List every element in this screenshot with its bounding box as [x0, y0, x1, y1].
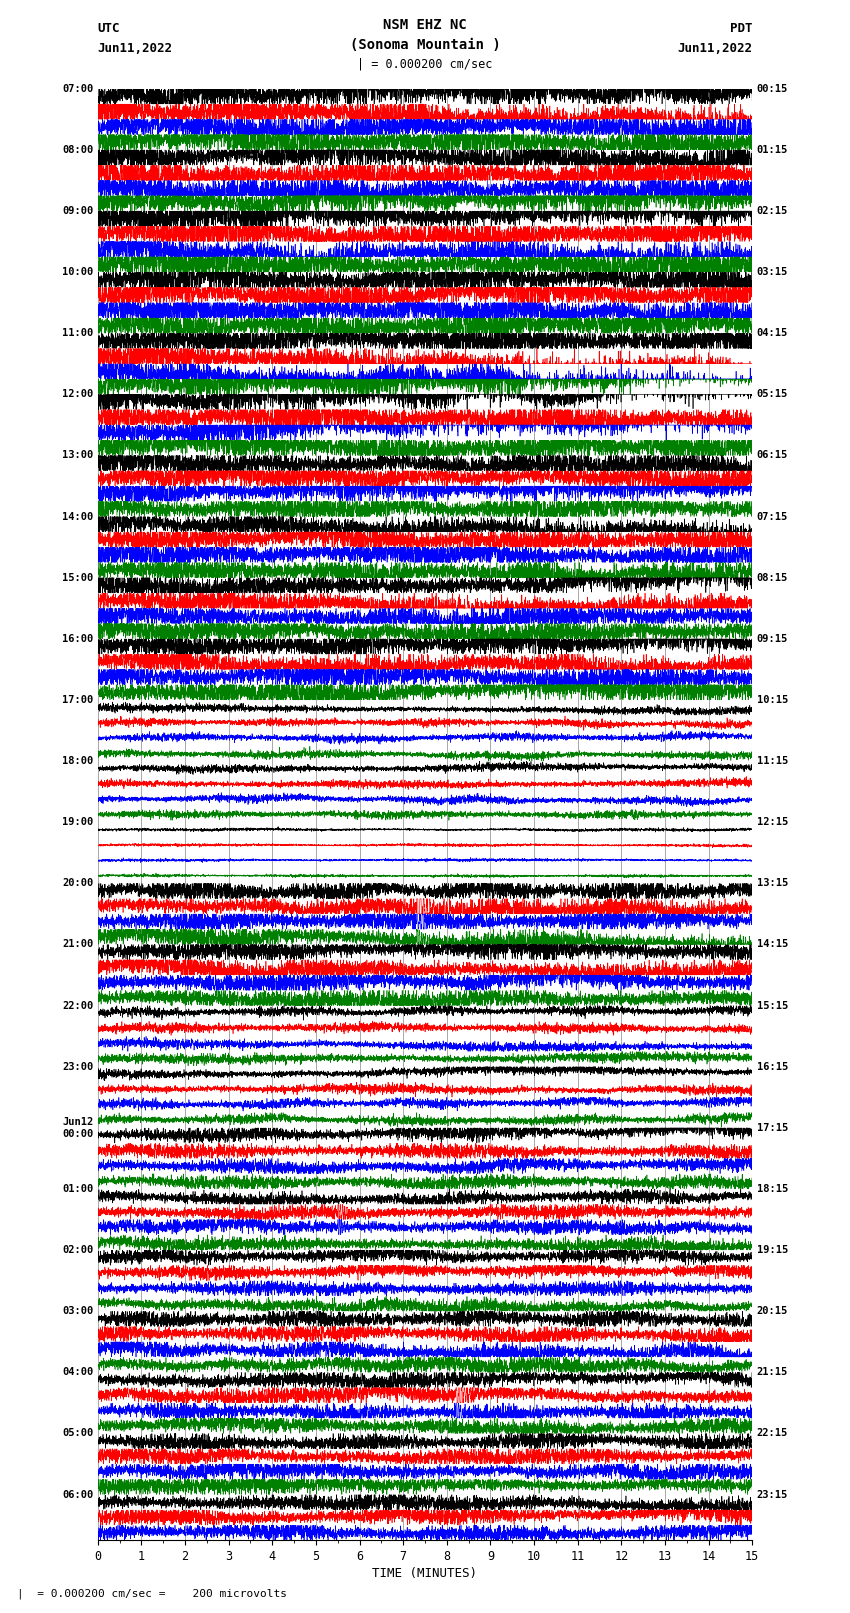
Text: 21:00: 21:00: [62, 939, 94, 950]
Text: NSM EHZ NC: NSM EHZ NC: [383, 18, 467, 32]
Text: 15:15: 15:15: [756, 1000, 788, 1011]
Text: PDT: PDT: [730, 23, 752, 35]
Text: 09:15: 09:15: [756, 634, 788, 644]
Text: | = 0.000200 cm/sec: | = 0.000200 cm/sec: [357, 58, 493, 71]
Text: 23:15: 23:15: [756, 1489, 788, 1500]
Text: 04:15: 04:15: [756, 327, 788, 339]
Text: 03:00: 03:00: [62, 1307, 94, 1316]
Text: 03:15: 03:15: [756, 268, 788, 277]
Text: 08:00: 08:00: [62, 145, 94, 155]
Text: 23:00: 23:00: [62, 1061, 94, 1071]
Text: (Sonoma Mountain ): (Sonoma Mountain ): [349, 37, 501, 52]
Text: 02:15: 02:15: [756, 206, 788, 216]
Text: 01:15: 01:15: [756, 145, 788, 155]
Text: 07:15: 07:15: [756, 511, 788, 521]
Text: 12:00: 12:00: [62, 389, 94, 400]
Text: 14:00: 14:00: [62, 511, 94, 521]
Text: 10:00: 10:00: [62, 268, 94, 277]
Text: 19:00: 19:00: [62, 818, 94, 827]
Text: 16:00: 16:00: [62, 634, 94, 644]
Text: 21:15: 21:15: [756, 1368, 788, 1378]
Text: Jun12
00:00: Jun12 00:00: [62, 1118, 94, 1139]
Text: 08:15: 08:15: [756, 573, 788, 582]
Text: 00:15: 00:15: [756, 84, 788, 94]
Text: 01:00: 01:00: [62, 1184, 94, 1194]
Text: 20:15: 20:15: [756, 1307, 788, 1316]
Text: 06:00: 06:00: [62, 1489, 94, 1500]
Text: 07:00: 07:00: [62, 84, 94, 94]
Text: |  = 0.000200 cm/sec =    200 microvolts: | = 0.000200 cm/sec = 200 microvolts: [17, 1589, 287, 1598]
Text: 09:00: 09:00: [62, 206, 94, 216]
Text: 22:00: 22:00: [62, 1000, 94, 1011]
X-axis label: TIME (MINUTES): TIME (MINUTES): [372, 1568, 478, 1581]
Text: 11:15: 11:15: [756, 756, 788, 766]
Text: 04:00: 04:00: [62, 1368, 94, 1378]
Text: UTC: UTC: [98, 23, 120, 35]
Text: 13:00: 13:00: [62, 450, 94, 460]
Text: Jun11,2022: Jun11,2022: [677, 42, 752, 55]
Text: 11:00: 11:00: [62, 327, 94, 339]
Text: 20:00: 20:00: [62, 879, 94, 889]
Text: 16:15: 16:15: [756, 1061, 788, 1071]
Text: 19:15: 19:15: [756, 1245, 788, 1255]
Text: 14:15: 14:15: [756, 939, 788, 950]
Text: 06:15: 06:15: [756, 450, 788, 460]
Text: 17:15: 17:15: [756, 1123, 788, 1132]
Text: 17:00: 17:00: [62, 695, 94, 705]
Text: 18:15: 18:15: [756, 1184, 788, 1194]
Text: 13:15: 13:15: [756, 879, 788, 889]
Text: 02:00: 02:00: [62, 1245, 94, 1255]
Text: 10:15: 10:15: [756, 695, 788, 705]
Text: 22:15: 22:15: [756, 1429, 788, 1439]
Text: 05:00: 05:00: [62, 1429, 94, 1439]
Text: Jun11,2022: Jun11,2022: [98, 42, 173, 55]
Text: 15:00: 15:00: [62, 573, 94, 582]
Text: 18:00: 18:00: [62, 756, 94, 766]
Text: 05:15: 05:15: [756, 389, 788, 400]
Text: 12:15: 12:15: [756, 818, 788, 827]
